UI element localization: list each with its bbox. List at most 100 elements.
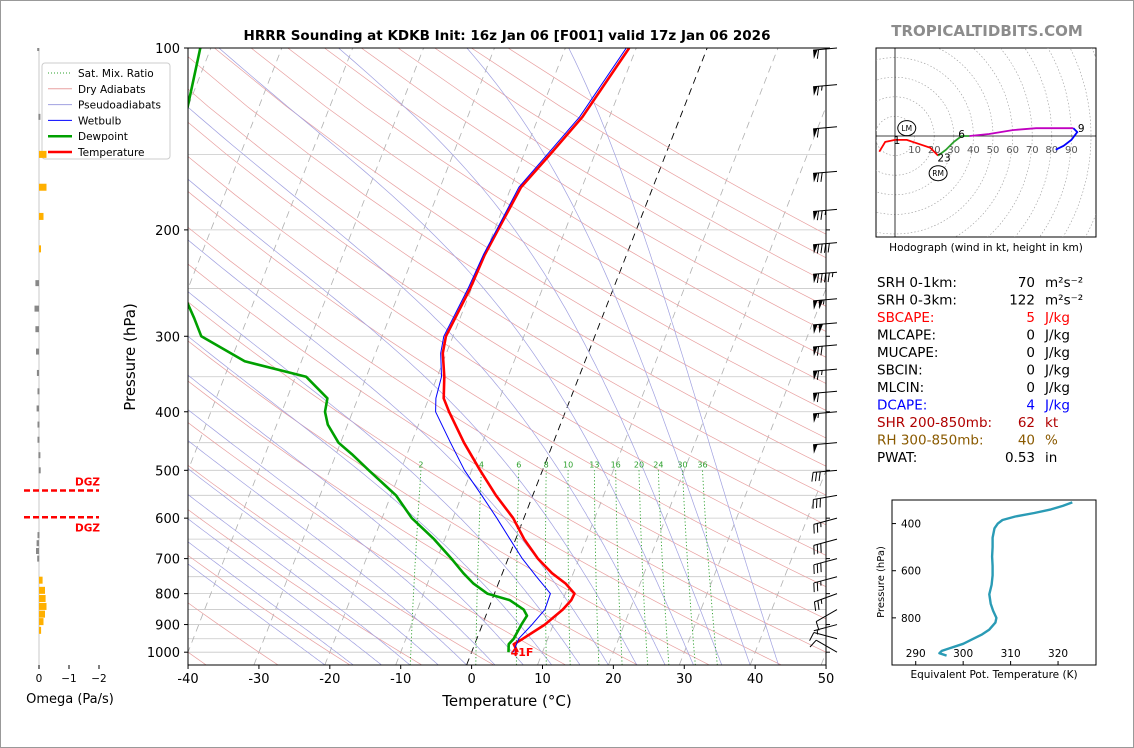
dry-adiabat-line <box>361 48 826 332</box>
barb-flag <box>813 244 818 254</box>
index-value: 70 <box>1018 275 1035 291</box>
index-unit: % <box>1045 433 1058 449</box>
theta-e-y-tick-label: 800 <box>901 613 921 625</box>
pseudoadiabat-line <box>188 494 411 665</box>
skewt-profiles <box>188 48 631 653</box>
pseudoadiabat-line <box>188 409 496 665</box>
index-unit: J/kg <box>1044 328 1070 344</box>
isotherm-gridline <box>395 48 637 665</box>
omega-bar <box>35 326 39 333</box>
barb-shaft <box>813 298 838 302</box>
omega-bars <box>34 48 47 665</box>
mixing-ratio-line <box>702 470 718 665</box>
x-tick-label: -40 <box>177 672 198 687</box>
wind-barb <box>811 469 838 482</box>
barb-shaft <box>815 609 838 622</box>
mixing-ratio-label: 36 <box>697 460 707 469</box>
dry-adiabat-line <box>188 301 782 665</box>
barb-full <box>814 472 818 482</box>
theta-e-y-tick-label: 600 <box>901 566 921 578</box>
barb-flag <box>813 346 818 356</box>
index-unit: J/kg <box>1044 398 1070 414</box>
dry-adiabat-line <box>188 340 710 665</box>
legend-label: Temperature <box>77 147 145 159</box>
dry-adiabat-line <box>250 48 826 411</box>
omega-panel: DGZ DGZ 0 −1 −2 Omega (Pa/s) <box>24 48 114 707</box>
theta-e-x-label: Equivalent Pot. Temperature (K) <box>910 669 1077 681</box>
barb-full <box>816 244 820 254</box>
mixing-ratio-line <box>567 470 571 665</box>
x-tick-label: -10 <box>390 672 411 687</box>
legend-label: Sat. Mix. Ratio <box>78 68 154 80</box>
hodo-ring-label: 80 <box>1045 145 1058 156</box>
y-tick-label: 800 <box>155 588 180 603</box>
barb-flag <box>813 211 818 221</box>
dry-adiabat-line <box>188 156 826 556</box>
skewt-y-label: Pressure (hPa) <box>121 303 139 411</box>
mixing-ratio-label: 10 <box>563 460 573 469</box>
mixing-ratio-line <box>409 470 422 665</box>
barb-shaft <box>813 558 838 566</box>
theta-e-panel: 290 300 310 320 400 600 800 Equivalent Pot. Te… <box>876 499 1097 681</box>
dry-adiabat-line <box>188 263 826 653</box>
barb-full <box>824 273 827 283</box>
barb-half <box>831 272 834 278</box>
skewt-x-label: Temperature (°C) <box>441 692 571 710</box>
barb-full <box>827 272 830 283</box>
barb-full <box>815 621 820 631</box>
hodo-height-label: 6 <box>958 129 965 141</box>
barb-flag <box>813 173 818 183</box>
x-tick-label: 30 <box>676 672 693 687</box>
hodo-ring-label: 90 <box>1065 145 1078 156</box>
theta-e-y-label: Pressure (hPa) <box>876 546 887 618</box>
omega-bar <box>36 547 39 554</box>
barb-flag <box>813 273 818 284</box>
barb-full <box>816 370 820 380</box>
barb-full <box>811 472 814 482</box>
wind-barb <box>813 442 838 454</box>
dry-adiabat-line <box>188 464 494 665</box>
index-unit: m²s⁻² <box>1045 275 1083 291</box>
series-temperature-line <box>441 48 631 653</box>
y-tick-label: 600 <box>155 512 180 527</box>
storm-motion-marker <box>928 165 948 182</box>
omega-bar <box>39 618 44 626</box>
wind-barb <box>813 624 838 635</box>
dgz-label: DGZ <box>75 522 100 534</box>
legend-label: Pseudoadiabats <box>78 100 161 112</box>
index-label: PWAT: <box>877 450 917 466</box>
dry-adiabat-line <box>188 509 423 665</box>
barb-shaft <box>813 469 838 473</box>
hodograph-caption: Hodograph (wind in kt, height in km) <box>889 242 1083 254</box>
index-unit: J/kg <box>1044 310 1070 326</box>
barb-full <box>824 243 827 253</box>
dry-adiabat-line <box>188 380 638 665</box>
barb-shaft <box>813 322 838 326</box>
theta-e-frame <box>891 499 1097 666</box>
pseudoadiabat-line <box>188 178 638 665</box>
omega-bar <box>38 113 41 120</box>
index-label: MLCIN: <box>877 380 924 396</box>
barb-half <box>820 599 823 605</box>
omega-bar <box>39 576 43 584</box>
barb-flag <box>813 300 818 310</box>
index-label: SBCIN: <box>877 363 923 379</box>
mixing-ratio-line <box>638 470 649 665</box>
dry-adiabat-line <box>188 422 566 665</box>
wind-barb <box>813 368 838 381</box>
mixing-ratio-label: 2 <box>418 460 423 469</box>
barb-full <box>816 49 820 59</box>
dry-adiabat-line <box>188 226 826 620</box>
hodo-ring-label: 40 <box>967 145 980 156</box>
dry-adiabat-line <box>214 48 826 439</box>
omega-bar <box>39 245 41 253</box>
omega-bar <box>34 305 39 312</box>
barb-shaft <box>813 517 838 525</box>
barb-flag <box>813 86 818 96</box>
wind-barb <box>813 517 838 534</box>
omega-bar <box>39 602 47 610</box>
index-label: MUCAPE: <box>877 345 938 361</box>
omega-bar <box>35 280 39 287</box>
figure-title: HRRR Sounding at KDKB Init: 16z Jan 06 [… <box>244 28 771 44</box>
